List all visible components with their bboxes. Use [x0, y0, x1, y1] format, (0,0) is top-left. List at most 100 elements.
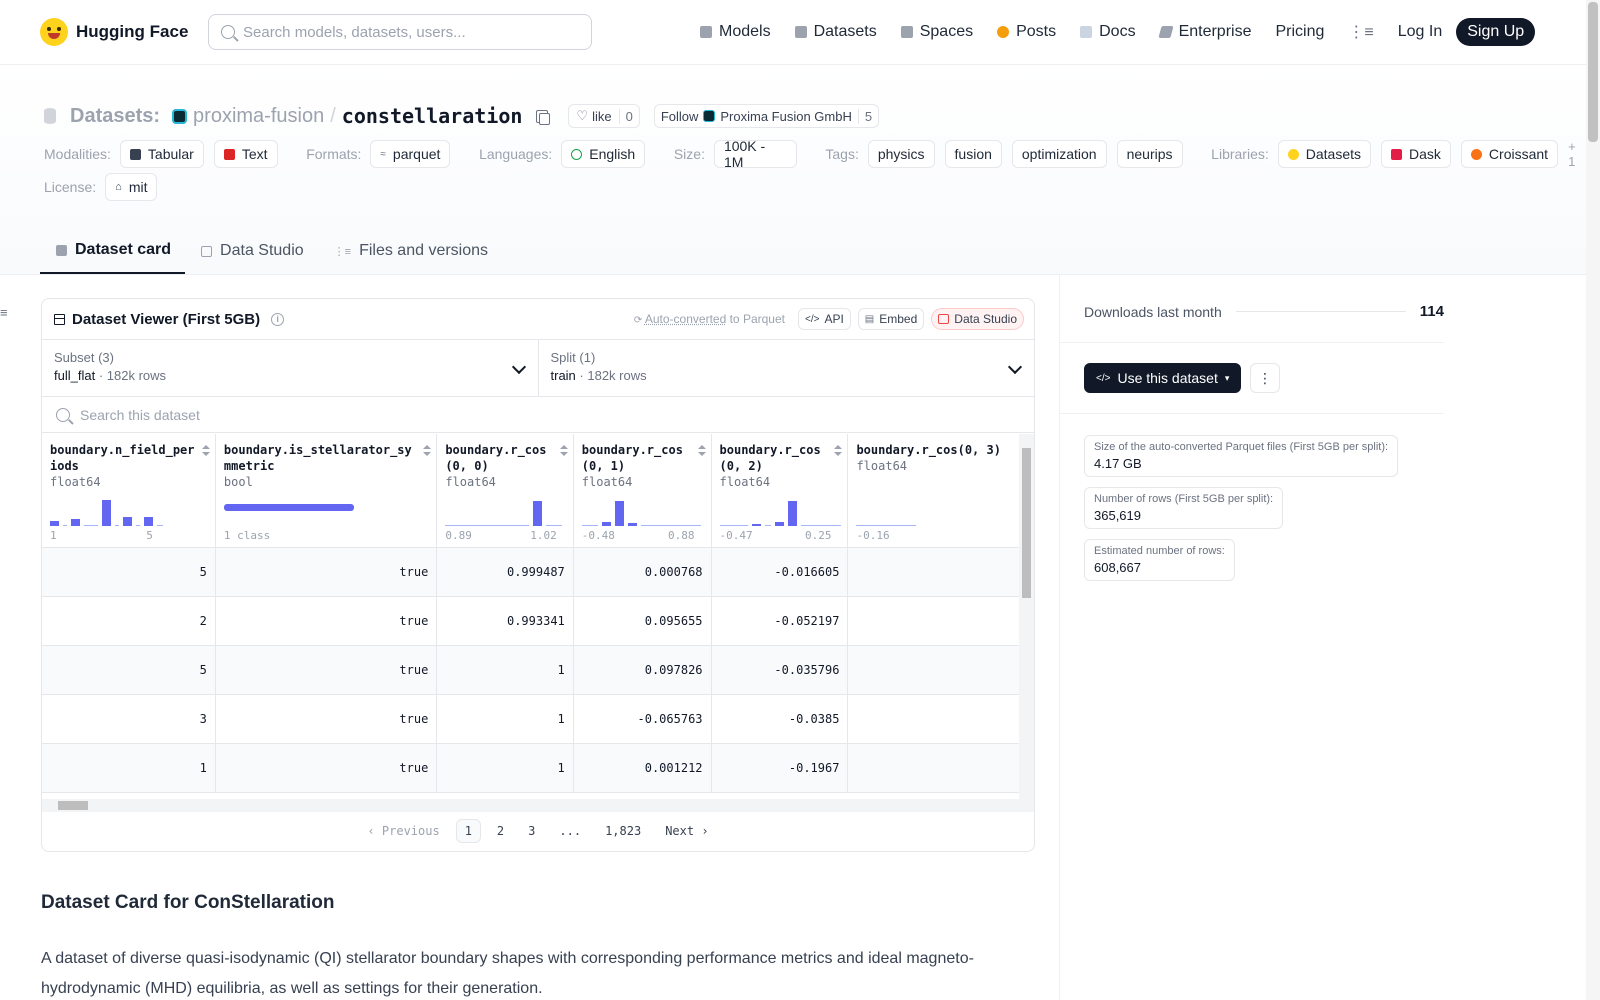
section-label[interactable]: Datasets:: [70, 104, 161, 127]
tag-lib-dask[interactable]: Dask: [1381, 140, 1451, 168]
table-cell[interactable]: -0.065763: [573, 694, 712, 744]
table-cell[interactable]: [847, 596, 1020, 646]
tab-dataset-card[interactable]: Dataset card: [40, 228, 186, 274]
table-row[interactable]: 3 true 1 -0.065763 -0.0385: [42, 694, 1020, 744]
page-button[interactable]: 1: [455, 819, 481, 843]
api-button[interactable]: </> API: [797, 308, 851, 330]
table-cell[interactable]: 1: [42, 743, 216, 793]
tag-license[interactable]: ⌂ mit: [105, 173, 158, 201]
scroll-thumb[interactable]: [1022, 448, 1031, 598]
column-header[interactable]: boundary.is_stellarator_symmetric bool 1…: [215, 434, 438, 548]
previous-page-button[interactable]: ‹ Previous: [367, 824, 440, 838]
nav-posts[interactable]: Posts: [997, 23, 1056, 41]
dataset-search-input[interactable]: [80, 406, 680, 423]
table-cell[interactable]: 1: [436, 645, 574, 695]
signup-button[interactable]: Sign Up: [1456, 18, 1536, 46]
table-cell[interactable]: [847, 694, 1020, 744]
tag-neurips[interactable]: neurips: [1116, 140, 1183, 168]
nav-enterprise[interactable]: Enterprise: [1157, 23, 1251, 41]
nav-pricing[interactable]: Pricing: [1275, 23, 1324, 41]
table-cell[interactable]: [847, 743, 1020, 793]
tag-optimization[interactable]: optimization: [1011, 140, 1107, 168]
tag-tabular[interactable]: Tabular: [119, 140, 204, 168]
table-cell[interactable]: 0.000768: [573, 547, 712, 597]
libraries-more[interactable]: + 1: [1568, 139, 1576, 169]
table-cell[interactable]: -0.1967: [711, 743, 849, 793]
page-button[interactable]: 3: [528, 824, 536, 838]
use-this-dataset-button[interactable]: </> Use this dataset ▾: [1084, 363, 1242, 393]
table-row[interactable]: 1 true 1 0.001212 -0.1967: [42, 743, 1020, 793]
table-cell[interactable]: -0.0385: [711, 694, 849, 744]
table-cell[interactable]: 5: [42, 547, 216, 597]
horizontal-scrollbar[interactable]: [42, 799, 1034, 812]
table-cell[interactable]: true: [215, 743, 438, 793]
nav-docs[interactable]: Docs: [1080, 23, 1136, 41]
vertical-scrollbar[interactable]: [1019, 434, 1034, 799]
global-search-input[interactable]: [243, 23, 573, 41]
column-header[interactable]: boundary.n_field_periods float64: [42, 434, 216, 548]
tab-files-and-versions[interactable]: ⋮≡ Files and versions: [318, 228, 502, 274]
column-header[interactable]: boundary.r_cos(0, 3) float64 -0.16: [847, 434, 1020, 548]
tab-data-studio[interactable]: Data Studio: [185, 228, 318, 274]
tag-english[interactable]: English: [561, 140, 646, 168]
follow-button[interactable]: Follow Proxima Fusion GmbH 5: [653, 104, 880, 128]
column-header[interactable]: boundary.r_cos(0, 2) float64 -0.47 0.25: [711, 434, 849, 548]
table-row[interactable]: 5 true 1 0.097826 -0.035796: [42, 645, 1020, 695]
sort-icon[interactable]: [697, 445, 706, 456]
scroll-thumb[interactable]: [58, 801, 88, 810]
table-cell[interactable]: -0.035796: [711, 645, 849, 695]
page-button[interactable]: 1,823: [605, 824, 642, 838]
scroll-thumb[interactable]: [1588, 2, 1598, 142]
next-page-button[interactable]: Next ›: [665, 824, 709, 838]
toc-toggle-icon[interactable]: ≡: [0, 305, 8, 320]
like-button[interactable]: ♡ like 0: [568, 104, 640, 128]
split-select[interactable]: Split (1) train · 182k rows: [537, 340, 1035, 396]
tag-text[interactable]: Text: [213, 140, 278, 168]
table-cell[interactable]: 2: [42, 596, 216, 646]
sort-icon[interactable]: [423, 445, 432, 456]
table-row[interactable]: 2 true 0.993341 0.095655 -0.052197: [42, 596, 1020, 646]
table-cell[interactable]: 0.993341: [436, 596, 574, 646]
table-cell[interactable]: 1: [436, 743, 574, 793]
dataset-search[interactable]: [42, 397, 1034, 433]
copy-icon[interactable]: [536, 109, 551, 125]
table-cell[interactable]: true: [215, 547, 438, 597]
dataset-name[interactable]: constellaration: [341, 104, 523, 128]
data-studio-button[interactable]: Data Studio: [931, 308, 1024, 330]
tag-fusion[interactable]: fusion: [944, 140, 1002, 168]
table-cell[interactable]: 5: [42, 645, 216, 695]
table-cell[interactable]: true: [215, 694, 438, 744]
table-cell[interactable]: 0.001212: [573, 743, 712, 793]
table-cell[interactable]: true: [215, 596, 438, 646]
column-header[interactable]: boundary.r_cos(0, 1) float64 -0.48 0.88: [573, 434, 712, 548]
table-cell[interactable]: 0.095655: [573, 596, 712, 646]
page-scrollbar[interactable]: [1586, 0, 1600, 1000]
embed-button[interactable]: ▤ Embed: [857, 308, 925, 330]
table-cell[interactable]: 0.097826: [573, 645, 712, 695]
nav-models[interactable]: Models: [700, 23, 771, 41]
sort-icon[interactable]: [201, 445, 210, 456]
tag-lib-croissant[interactable]: Croissant: [1460, 140, 1559, 168]
tag-lib-datasets[interactable]: Datasets: [1277, 140, 1372, 168]
table-cell[interactable]: -0.052197: [711, 596, 849, 646]
tag-size[interactable]: 100K - 1M: [713, 138, 797, 170]
subset-select[interactable]: Subset (3) full_flat · 182k rows: [42, 340, 538, 396]
table-cell[interactable]: true: [215, 645, 438, 695]
page-button[interactable]: 2: [496, 824, 505, 838]
global-search[interactable]: [208, 14, 592, 50]
table-row[interactable]: 5 true 0.999487 0.000768 -0.016605: [42, 547, 1020, 597]
more-menu-icon[interactable]: ⋮≡: [1348, 24, 1374, 41]
info-icon[interactable]: i: [271, 312, 285, 326]
tag-physics[interactable]: physics: [867, 140, 935, 168]
table-cell[interactable]: [847, 547, 1020, 597]
table-cell[interactable]: 0.999487: [436, 547, 574, 597]
sort-icon[interactable]: [834, 445, 843, 456]
table-cell[interactable]: 3: [42, 694, 216, 744]
sort-icon[interactable]: [559, 445, 568, 456]
more-options-button[interactable]: ⋮: [1250, 363, 1280, 393]
table-cell[interactable]: [847, 645, 1020, 695]
table-cell[interactable]: 1: [436, 694, 574, 744]
column-header[interactable]: boundary.r_cos(0, 0) float64 0.89 1.02: [436, 434, 574, 548]
auto-converted-link[interactable]: Auto-converted: [644, 312, 727, 326]
table-cell[interactable]: -0.016605: [711, 547, 849, 597]
